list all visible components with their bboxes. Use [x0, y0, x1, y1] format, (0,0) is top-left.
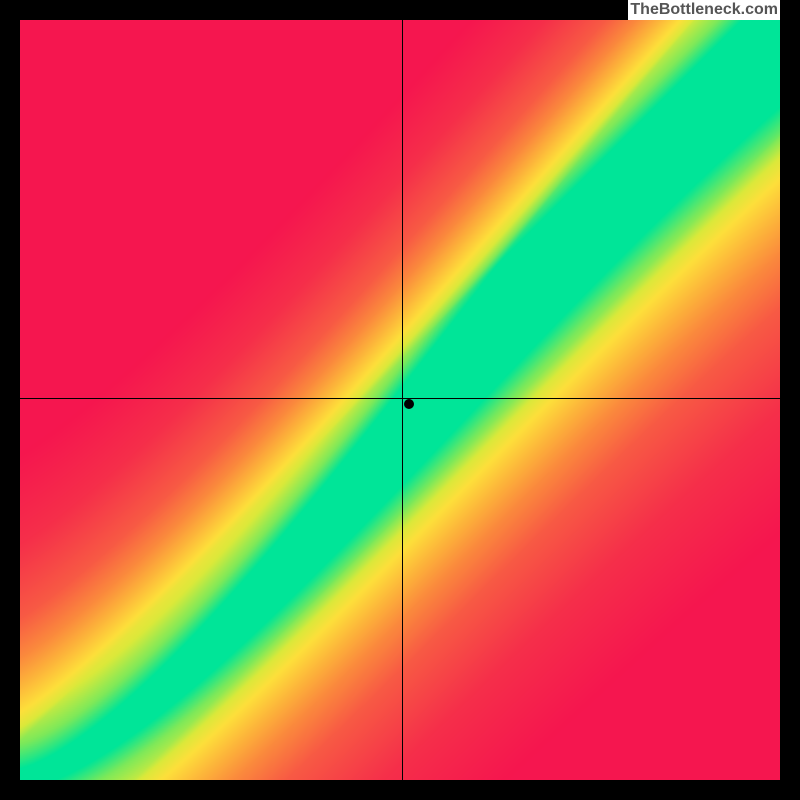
crosshair-vertical	[402, 20, 403, 780]
plot-area	[20, 20, 780, 780]
crosshair-horizontal	[20, 398, 780, 399]
data-point-marker	[404, 399, 414, 409]
heatmap-canvas	[20, 20, 780, 780]
site-label: TheBottleneck.com	[628, 0, 780, 20]
